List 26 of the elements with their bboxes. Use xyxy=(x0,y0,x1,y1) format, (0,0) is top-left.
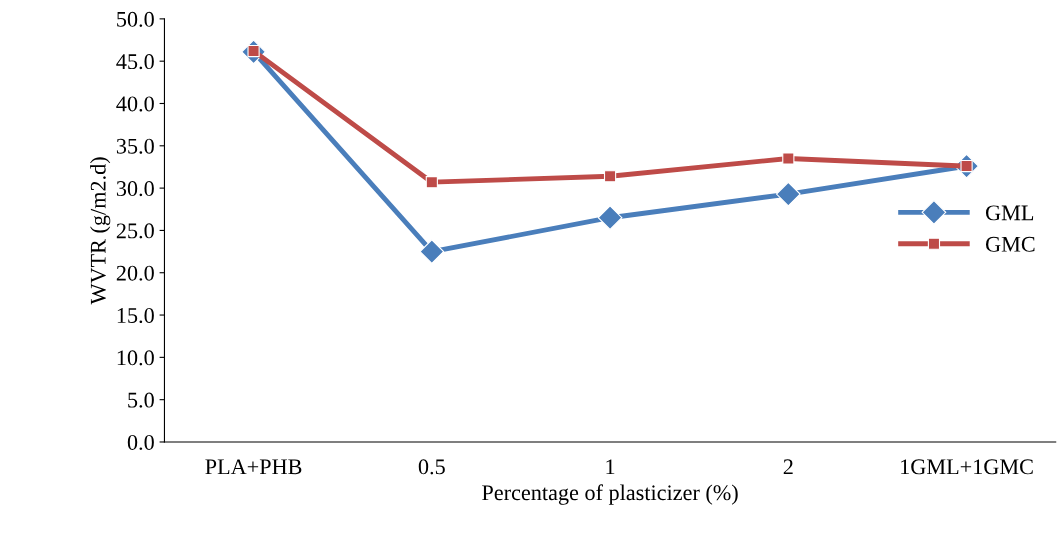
y-tick-label: 40.0 xyxy=(116,96,154,112)
point xyxy=(419,239,445,264)
point xyxy=(782,152,795,165)
point xyxy=(775,181,801,207)
legend-label: GML xyxy=(985,205,1034,221)
legend-label: GMC xyxy=(985,236,1035,252)
x-axis-title: Percentage of plasticizer (%) xyxy=(482,484,738,505)
y-tick-label: 50.0 xyxy=(117,11,154,27)
point xyxy=(603,170,617,183)
y-axis-title: WVTR (g/m2.d) xyxy=(90,157,111,305)
x-tick-label: 1 xyxy=(606,459,615,475)
y-tick-label: 10.0 xyxy=(117,350,154,366)
y-tick-label: 5.0 xyxy=(128,392,154,408)
y-tick-label: 30.0 xyxy=(116,181,154,197)
y-tick-label: 20.0 xyxy=(116,265,154,281)
x-tick-label: PLA+PHB xyxy=(205,459,302,475)
x-tick-label: 2 xyxy=(783,459,793,475)
point xyxy=(425,176,438,189)
y-tick-label: 0.0 xyxy=(127,434,154,451)
x-tick-label: 0.5 xyxy=(418,459,445,475)
y-tick-label: 15.0 xyxy=(117,307,154,324)
y-tick-label: 35.0 xyxy=(116,138,154,154)
y-tick-label: 45.0 xyxy=(116,54,154,70)
x-tick-label: 1GML+1GMC xyxy=(901,459,1033,475)
y-tick-label: 25.0 xyxy=(116,223,154,239)
point xyxy=(597,205,623,231)
